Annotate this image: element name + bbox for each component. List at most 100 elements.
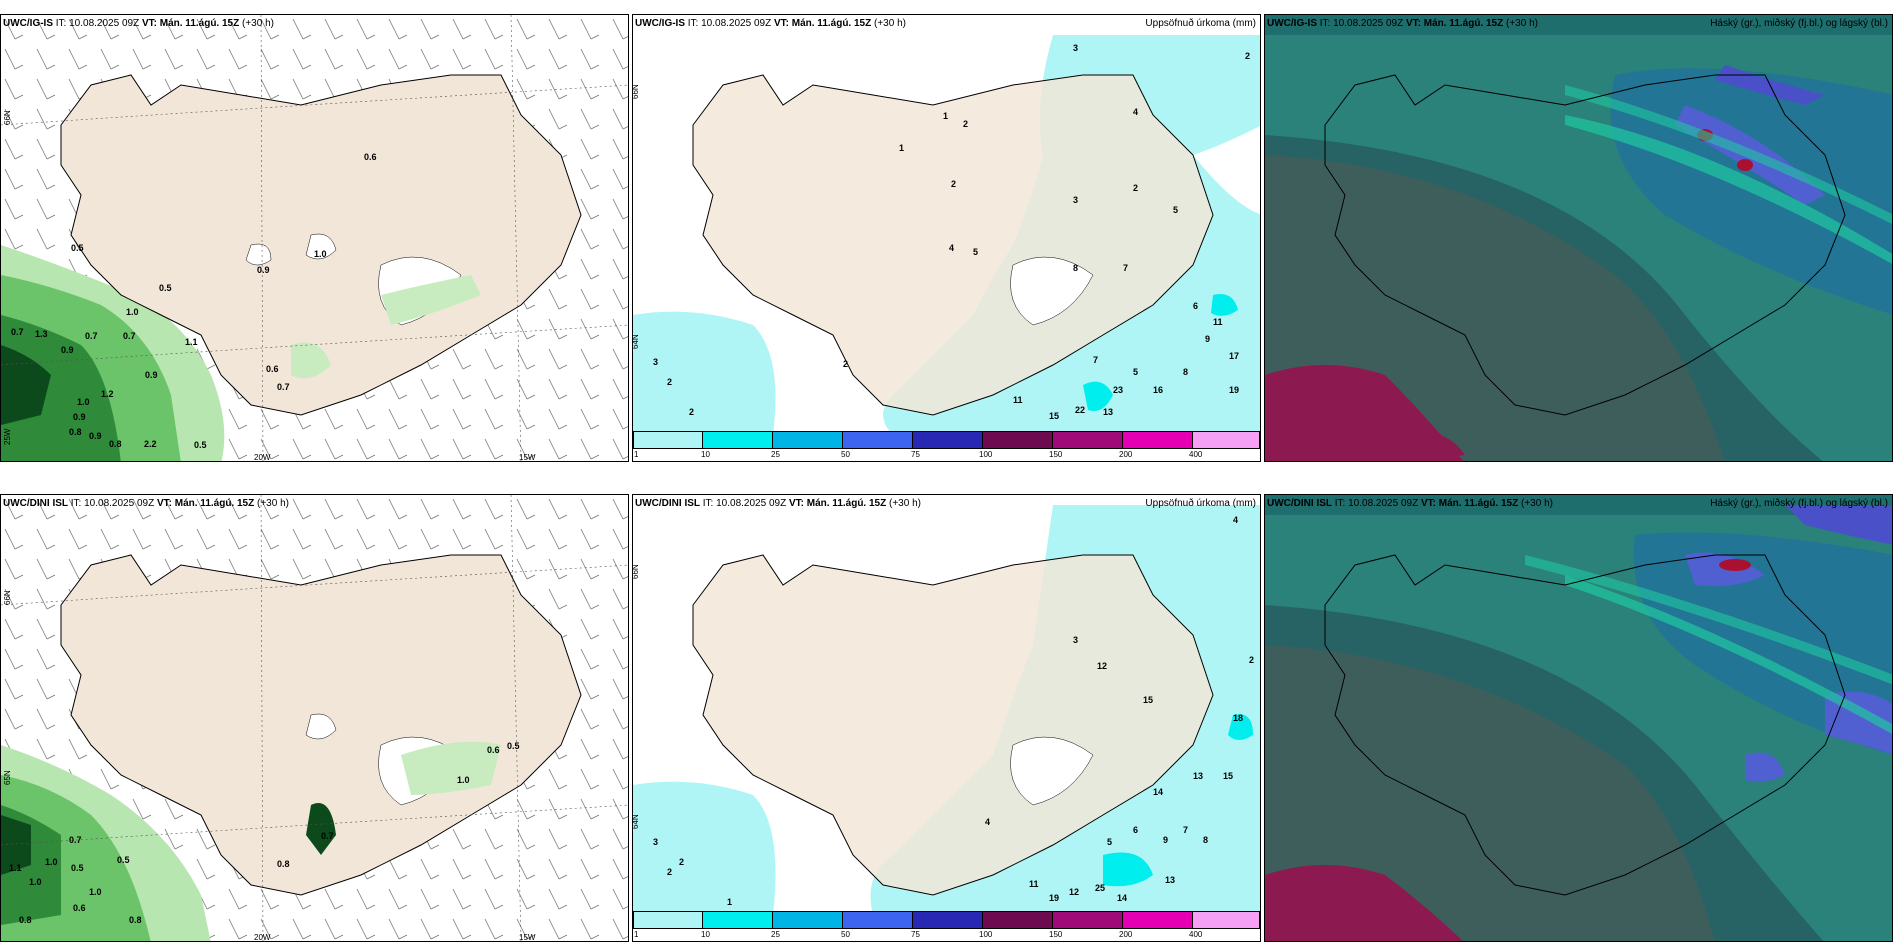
colorbar-segment	[843, 431, 913, 449]
panel-title: Háský (gr.), miðský (fj.bl.) og lágský (…	[1710, 18, 1888, 29]
cloud-map-panel-bottom: UWC/DINI ISL IT: 10.08.2025 09Z VT: Mán.…	[1264, 494, 1893, 942]
value-label: 1.2	[101, 389, 114, 399]
value-label: 2	[679, 857, 685, 867]
value-label: 11	[1013, 395, 1023, 405]
colorbar-segment	[913, 431, 983, 449]
precip-map-canvas	[633, 495, 1260, 941]
it-value: 10.08.2025 09Z	[701, 18, 772, 29]
panel-header: UWC/DINI ISL IT: 10.08.2025 09Z VT: Mán.…	[3, 498, 289, 509]
colorbar-tick: 100	[979, 450, 993, 459]
vt-value: Mán. 11.ágú. 15Z	[1423, 18, 1504, 29]
lat-label-64: 64N	[632, 814, 640, 829]
value-label: 2	[667, 867, 673, 877]
value-label: 1.0	[314, 249, 327, 259]
value-label: 2	[667, 377, 673, 387]
value-label: 0.7	[85, 331, 98, 341]
colorbar-tick: 200	[1119, 450, 1133, 459]
precip-colorbar: 1 10 25 50 75 100 150 200 400	[633, 911, 1260, 941]
colorbar-tick: 75	[911, 450, 920, 459]
lon-label-20w: 20W	[254, 933, 271, 942]
value-label: 9	[1205, 334, 1211, 344]
it-value: 10.08.2025 09Z	[716, 498, 787, 509]
vt-value: Mán. 11.ágú. 15Z	[1438, 498, 1519, 509]
colorbar-tick: 200	[1119, 930, 1133, 939]
value-label: 4	[1133, 107, 1139, 117]
it-value: 10.08.2025 09Z	[69, 18, 140, 29]
value-label: 6	[1193, 301, 1199, 311]
value-label: 7	[1093, 355, 1099, 365]
vt-label: VT:	[1405, 18, 1421, 29]
colorbar-segment	[983, 911, 1053, 929]
value-label: 13	[1193, 771, 1204, 781]
lead-time: (+30 h)	[1521, 498, 1553, 509]
value-label: 1.0	[126, 307, 139, 317]
value-label: 14	[1117, 893, 1128, 903]
value-label: 15	[1223, 771, 1234, 781]
wind-map-canvas	[1, 15, 628, 461]
value-label: 4	[985, 817, 991, 827]
colorbar-tick: 75	[911, 930, 920, 939]
value-label: 0.6	[266, 364, 279, 374]
wind-map-panel-bottom: UWC/DINI ISL IT: 10.08.2025 09Z VT: Mán.…	[0, 494, 629, 942]
value-label: 3	[653, 357, 659, 367]
value-label: 8	[1183, 367, 1189, 377]
precip-map-canvas	[633, 15, 1260, 461]
value-label: 5	[973, 247, 979, 257]
value-label: 3	[1073, 43, 1079, 53]
value-label: 8	[1073, 263, 1079, 273]
value-label: 11	[1213, 317, 1223, 327]
value-label: 2.2	[144, 439, 157, 449]
it-label: IT:	[687, 18, 699, 29]
value-label: 1.3	[35, 329, 48, 339]
panel-header: UWC/IG-IS IT: 10.08.2025 09Z VT: Mán. 11…	[3, 18, 274, 29]
lon-label-20w: 20W	[254, 453, 271, 462]
value-label: 7	[1183, 825, 1189, 835]
lat-label-66: 66N	[3, 110, 12, 125]
cloud-map-canvas	[1265, 15, 1892, 461]
model-name: UWC/IG-IS	[635, 18, 685, 29]
vt-label: VT:	[1420, 498, 1436, 509]
value-label: 22	[1075, 405, 1086, 415]
panel-header: UWC/DINI ISL IT: 10.08.2025 09Z VT: Mán.…	[635, 498, 921, 509]
colorbar-tick: 50	[841, 450, 850, 459]
vt-label: VT:	[773, 18, 789, 29]
value-label: 1.0	[457, 775, 470, 785]
value-label: 12	[1069, 887, 1080, 897]
value-label: 18	[1233, 713, 1244, 723]
colorbar-tick: 1	[634, 930, 639, 939]
value-label: 15	[1143, 695, 1154, 705]
colorbar-frame	[633, 431, 1260, 449]
value-label: 1	[727, 897, 733, 907]
value-label: 13	[1165, 875, 1176, 885]
precip-colorbar: 1 10 25 50 75 100 150 200 400	[633, 431, 1260, 461]
value-label: 1.1	[185, 337, 198, 347]
value-label: 2	[1249, 655, 1255, 665]
panel-title: Uppsöfnuð úrkoma (mm)	[1145, 18, 1256, 29]
value-label: 2	[951, 179, 957, 189]
it-label: IT:	[70, 498, 82, 509]
vt-label: VT:	[788, 498, 804, 509]
value-label: 17	[1229, 351, 1240, 361]
value-label: 0.6	[364, 152, 377, 162]
value-label: 9	[1163, 835, 1169, 845]
value-label: 5	[1173, 205, 1179, 215]
precip-map-panel-bottom: UWC/DINI ISL IT: 10.08.2025 09Z VT: Mán.…	[632, 494, 1261, 942]
lat-label-64: 64N	[632, 334, 640, 349]
value-label: 2	[843, 359, 849, 369]
it-label: IT:	[1319, 18, 1331, 29]
value-label: 2	[963, 119, 969, 129]
value-label: 3	[1073, 635, 1079, 645]
value-label: 2	[1133, 183, 1139, 193]
panel-title: Háský (gr.), miðský (fj.bl.) og lágský (…	[1710, 498, 1888, 509]
value-label: 0.6	[73, 903, 86, 913]
value-label: 16	[1153, 385, 1164, 395]
value-label: 0.8	[129, 915, 142, 925]
value-label: 14	[1153, 787, 1164, 797]
value-label: 5	[1133, 367, 1139, 377]
vt-value: Mán. 11.ágú. 15Z	[806, 498, 887, 509]
colorbar-segment	[1053, 911, 1123, 929]
colorbar-tick: 400	[1189, 930, 1203, 939]
lon-label-15w: 15W	[519, 933, 536, 942]
value-label: 1.0	[77, 397, 90, 407]
value-label: 0.7	[321, 831, 334, 841]
